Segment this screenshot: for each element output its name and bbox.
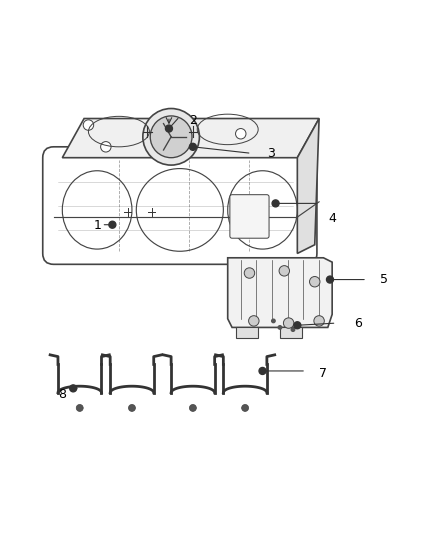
Text: 1: 1: [93, 219, 101, 232]
Circle shape: [76, 405, 83, 411]
Text: 4: 4: [328, 212, 336, 225]
Circle shape: [279, 265, 290, 276]
Circle shape: [70, 385, 77, 392]
Circle shape: [101, 142, 111, 152]
Circle shape: [283, 318, 294, 328]
Text: 7: 7: [319, 367, 328, 379]
Circle shape: [109, 221, 116, 228]
Circle shape: [259, 367, 266, 375]
Polygon shape: [297, 118, 319, 254]
Circle shape: [143, 109, 199, 165]
Text: 2: 2: [189, 114, 197, 127]
Text: 5: 5: [380, 273, 389, 286]
Circle shape: [326, 276, 333, 283]
Circle shape: [310, 277, 320, 287]
Circle shape: [294, 322, 301, 329]
Text: 8: 8: [58, 389, 66, 401]
Polygon shape: [280, 327, 302, 338]
Circle shape: [272, 200, 279, 207]
Circle shape: [272, 319, 275, 322]
Polygon shape: [237, 327, 258, 338]
Text: 3: 3: [267, 147, 275, 160]
Circle shape: [166, 125, 173, 132]
Circle shape: [236, 128, 246, 139]
Text: 6: 6: [354, 317, 362, 329]
Circle shape: [128, 405, 135, 411]
Circle shape: [189, 405, 196, 411]
Circle shape: [314, 316, 324, 326]
Circle shape: [150, 116, 192, 158]
Polygon shape: [62, 118, 319, 158]
Circle shape: [242, 405, 249, 411]
FancyBboxPatch shape: [43, 147, 317, 264]
Circle shape: [278, 326, 282, 329]
FancyBboxPatch shape: [230, 195, 269, 238]
Circle shape: [244, 268, 254, 278]
Circle shape: [83, 120, 94, 130]
Circle shape: [291, 328, 295, 332]
Circle shape: [249, 316, 259, 326]
Circle shape: [189, 143, 196, 150]
Polygon shape: [228, 258, 332, 327]
